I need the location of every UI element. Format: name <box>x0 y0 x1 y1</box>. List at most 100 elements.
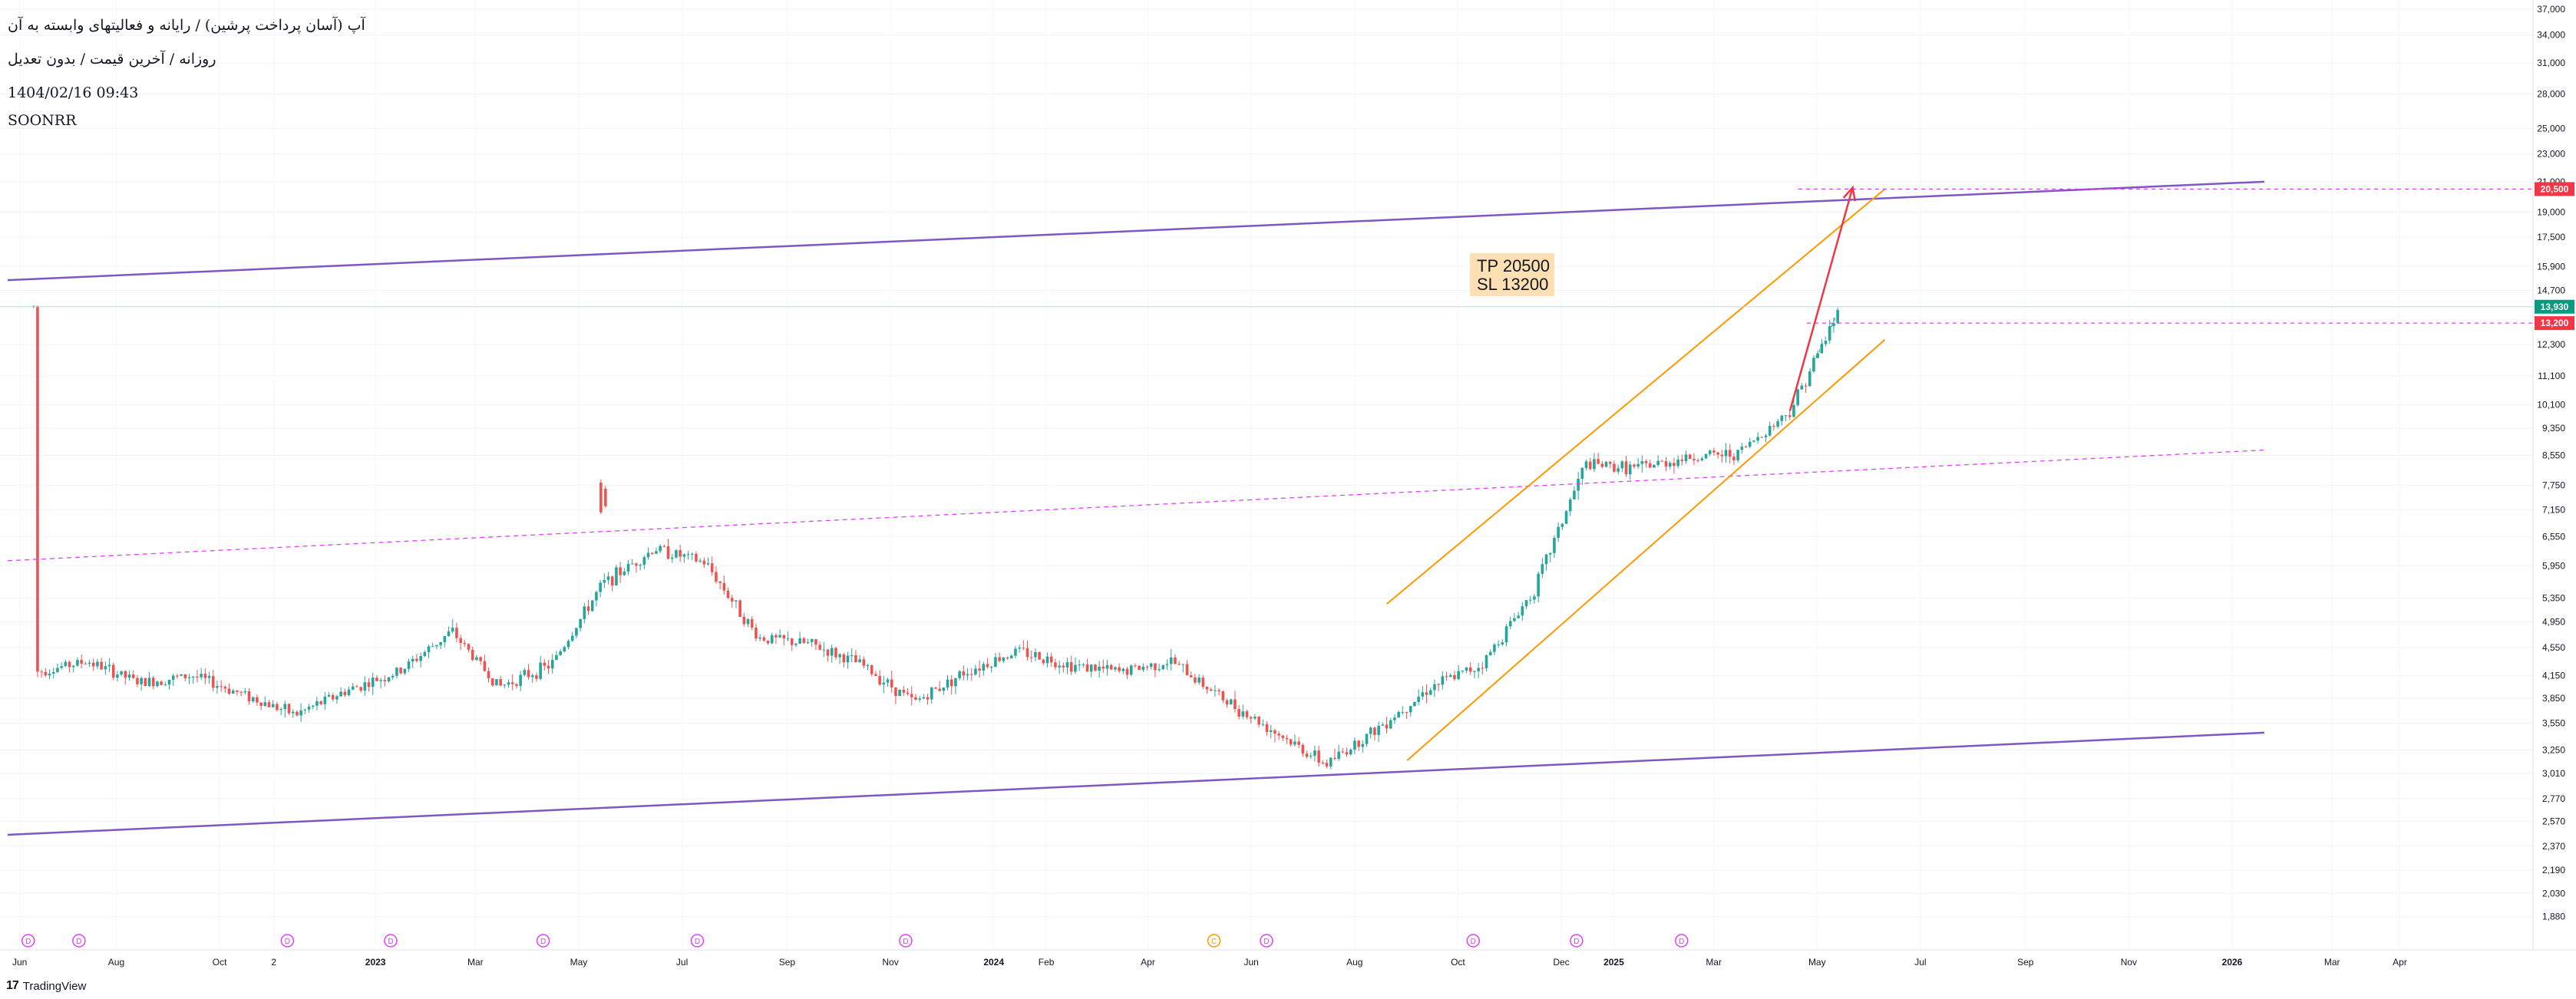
time-tick-label: Mar <box>1706 957 1722 968</box>
channel-mid-line[interactable] <box>7 449 2264 562</box>
candle-body <box>1473 671 1476 672</box>
event-marker-dividend[interactable]: D <box>899 934 913 948</box>
candle-body <box>200 674 203 678</box>
candle-body <box>303 709 307 711</box>
candle-body <box>914 697 917 700</box>
candle-body <box>1333 757 1336 760</box>
candle-body <box>938 688 941 691</box>
time-tick-label: 2023 <box>365 957 386 968</box>
candle-body <box>1078 664 1081 666</box>
candle-body <box>1613 463 1616 472</box>
candle-body <box>1421 692 1425 697</box>
candle-body <box>604 488 607 506</box>
current-price-label-text: 13,930 <box>2541 302 2569 312</box>
candle-body <box>954 678 957 687</box>
candle-body <box>595 592 598 601</box>
candle-body <box>1205 687 1209 690</box>
candle-body <box>1253 717 1257 719</box>
candle-body <box>1337 751 1340 760</box>
price-tick-label: 25,000 <box>2537 124 2565 134</box>
candle-body <box>790 638 794 645</box>
candle-body <box>1553 537 1556 553</box>
svg-text:D: D <box>25 938 31 946</box>
event-marker-split[interactable]: C <box>1207 934 1221 948</box>
candle-body <box>515 684 518 686</box>
candle-body <box>1676 459 1679 467</box>
trend-upper-line[interactable] <box>1386 188 1886 605</box>
candle-body <box>590 600 594 612</box>
candle-body <box>367 682 371 687</box>
candle-body <box>1325 763 1329 767</box>
time-axis[interactable]: Jun Aug Oct 2 2023 Mar May Jul Sep Nov 2024 Feb Apr J… <box>0 949 2576 968</box>
candle-body <box>1341 751 1345 753</box>
candle-body <box>1034 651 1037 658</box>
svg-text:D: D <box>1263 938 1269 946</box>
event-marker-dividend[interactable]: D <box>1674 934 1689 948</box>
candle-body <box>499 679 502 686</box>
candle-body <box>1501 642 1504 645</box>
event-marker-dividend[interactable]: D <box>1260 934 1273 948</box>
tradingview-brand[interactable]: 17 TradingView <box>6 979 86 993</box>
channel-upper-line[interactable] <box>7 180 2264 282</box>
candle-body <box>1401 711 1405 713</box>
candle-body <box>1588 461 1592 470</box>
event-marker-dividend[interactable]: D <box>690 934 705 948</box>
time-tick-label: Oct <box>1451 957 1465 968</box>
sl-price-label <box>2535 316 2574 331</box>
event-marker-dividend[interactable]: D <box>21 934 35 948</box>
candle-body <box>383 680 387 682</box>
candle-body <box>770 635 774 644</box>
target-arrow[interactable] <box>1788 187 1854 411</box>
candle-body <box>698 560 702 562</box>
candle-body <box>276 704 279 711</box>
candle-body <box>64 661 68 667</box>
candle-body <box>1062 665 1065 668</box>
candle-body <box>1361 743 1365 747</box>
candle-body <box>1557 526 1560 538</box>
candle-body <box>1257 717 1260 725</box>
svg-text:D: D <box>903 938 908 946</box>
annotation-box <box>1470 253 1554 296</box>
candle-body <box>758 637 761 639</box>
candle-body <box>339 691 342 697</box>
tp-sl-annotation[interactable]: TP 20500 SL 13200 <box>1470 253 1554 296</box>
candle-body <box>926 697 930 700</box>
event-marker-dividend[interactable]: D <box>384 934 398 948</box>
chart-datetime: 1404/02/16 09:43 <box>8 84 139 101</box>
event-marker-dividend[interactable]: D <box>536 934 550 948</box>
candle-body <box>1541 564 1544 574</box>
candle-body <box>1101 666 1105 669</box>
candle-body <box>1485 655 1488 668</box>
candle-body <box>1784 415 1788 417</box>
candle-body <box>1385 724 1389 729</box>
event-marker-dividend[interactable]: D <box>1466 934 1481 948</box>
candle-body <box>147 678 151 687</box>
candle-body <box>1736 450 1739 461</box>
candle-body <box>778 635 781 638</box>
time-tick-label: 2 <box>271 957 276 968</box>
event-marker-dividend[interactable]: D <box>280 934 295 948</box>
candle-body <box>1788 415 1792 417</box>
candle-body <box>48 673 51 676</box>
candle-body <box>650 552 654 554</box>
price-tick-label: 4,150 <box>2542 670 2565 681</box>
candle-body <box>1261 724 1265 725</box>
time-tick-label: Jul <box>1914 957 1926 968</box>
price-tick-label: 7,150 <box>2542 504 2565 515</box>
price-axis[interactable]: 37,00034,00031,00028,00025,00023,00021,0… <box>2532 0 2574 950</box>
price-tick-label: 3,550 <box>2542 717 2565 728</box>
candle-body <box>547 665 550 669</box>
candle-body <box>283 704 287 710</box>
candle-body <box>543 662 547 666</box>
time-tick-label: Aug <box>1346 957 1362 968</box>
event-marker-dividend[interactable]: D <box>72 934 86 948</box>
trend-lower-line[interactable] <box>1406 339 1886 761</box>
candle-body <box>1277 734 1280 736</box>
event-marker-dividend[interactable]: D <box>1570 934 1584 948</box>
candle-body <box>163 684 167 686</box>
candle-body <box>51 671 55 674</box>
candle-body <box>1409 706 1412 713</box>
channel-lower-line[interactable] <box>7 731 2264 836</box>
candle-body <box>555 654 558 661</box>
